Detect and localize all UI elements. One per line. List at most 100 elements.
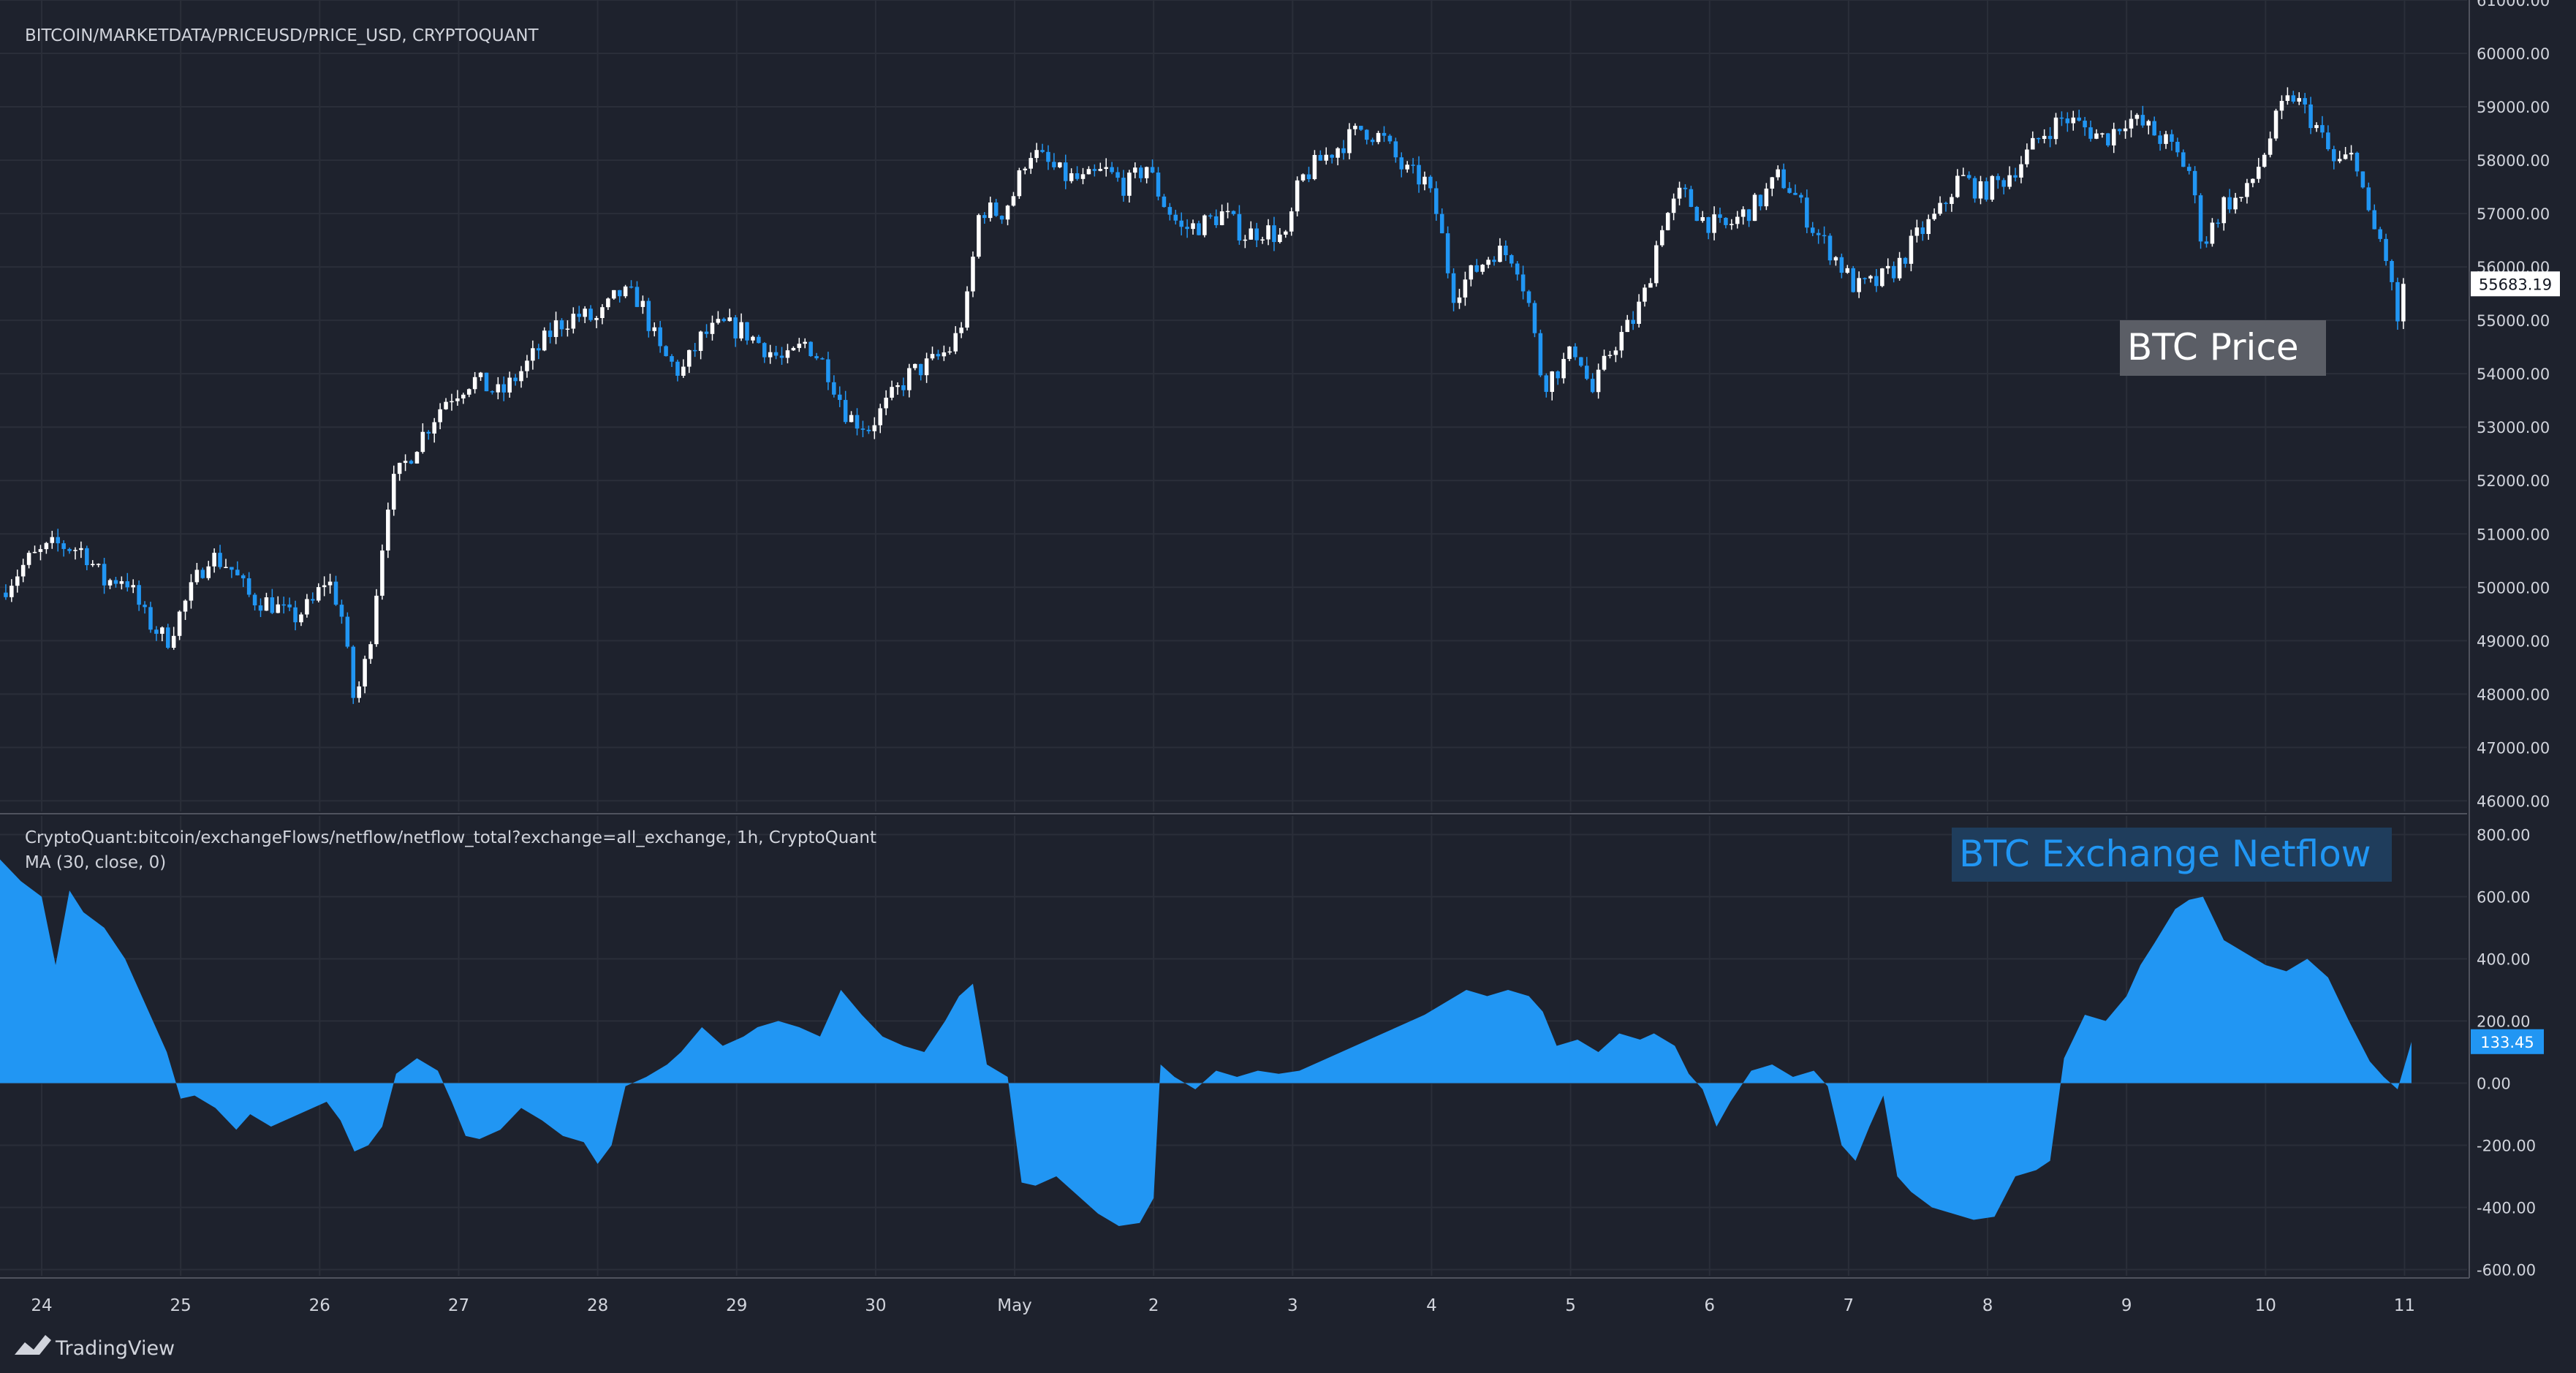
price-tick-label: 49000.00 [2477, 632, 2550, 650]
price-candle [1718, 208, 1722, 223]
price-candle-body [2268, 138, 2273, 155]
price-candle-body [386, 510, 390, 551]
price-candle-body [531, 348, 535, 361]
price-candle [200, 567, 205, 579]
price-candle-body [2152, 121, 2156, 136]
price-candle [947, 347, 952, 355]
price-candle [513, 374, 518, 386]
price-candle-body [1173, 214, 1178, 221]
price-candle [2025, 143, 2029, 167]
netflow-tick-label: -400.00 [2477, 1200, 2536, 1217]
price-candle-body [1897, 257, 1902, 279]
price-candle [1920, 221, 1925, 241]
price-candle [1249, 221, 1254, 240]
price-candle-body [1121, 178, 1126, 196]
price-tick-label: 61000.00 [2477, 0, 2550, 10]
btc-price-annotation[interactable]: BTC Price [2120, 320, 2326, 376]
price-candle [67, 548, 72, 554]
price-candle [1504, 240, 1508, 261]
price-candle [1938, 196, 1942, 216]
price-candle-body [79, 548, 83, 551]
price-candle-body [2013, 175, 2018, 178]
price-candle-body [1978, 181, 1983, 199]
btc-netflow-annotation[interactable]: BTC Exchange Netflow [1952, 828, 2392, 882]
price-candle [432, 417, 436, 443]
price-candle [1086, 166, 1091, 175]
price-candle [2140, 105, 2145, 128]
time-axis[interactable]: 24 25 26 27 28 29 30 May 2 3 4 5 6 7 8 9 10 11 [31, 1296, 2415, 1315]
price-candle [466, 388, 471, 398]
price-candle-body [1504, 246, 1508, 256]
price-candle-body [444, 401, 448, 409]
price-candle [2134, 113, 2140, 126]
price-candle-body [843, 400, 848, 423]
price-tick-label: 57000.00 [2477, 205, 2550, 223]
price-candle-body [1700, 217, 1705, 222]
price-candle-body [1295, 180, 1300, 212]
price-candle [2395, 277, 2400, 330]
price-candle-body [1938, 203, 1942, 214]
price-candle [1364, 129, 1369, 145]
price-candle-body [2117, 129, 2122, 132]
price-candle [386, 502, 390, 559]
price-candle-body [2106, 133, 2110, 145]
price-candle [1799, 192, 1803, 203]
price-candle [860, 420, 865, 437]
netflow-last-value-text: 133.45 [2480, 1034, 2534, 1051]
price-candle-body [1439, 213, 1444, 234]
price-candle-body [1596, 369, 1601, 393]
price-candle [1845, 265, 1850, 274]
price-candle-body [808, 341, 813, 357]
price-candle [403, 454, 408, 472]
price-candle [2146, 119, 2151, 135]
price-candle [32, 545, 37, 553]
price-candle-body [814, 356, 819, 359]
price-candle [2106, 132, 2110, 148]
price-candle [1851, 265, 1855, 293]
price-candle-body [866, 429, 871, 431]
price-candle-body [96, 564, 101, 565]
tradingview-logo[interactable]: TradingView [15, 1335, 175, 1360]
price-candle-body [1990, 175, 1995, 200]
price-candle [374, 589, 379, 647]
price-candle-body [1197, 223, 1201, 235]
price-candle [2088, 120, 2093, 142]
price-candle-body [397, 463, 402, 474]
btc-netflow-annotation-text: BTC Exchange Netflow [1959, 833, 2371, 875]
price-candle [2001, 178, 2006, 194]
price-candle [681, 359, 686, 378]
price-candle-body [646, 300, 651, 331]
price-candle-body [305, 599, 309, 615]
price-candle [1063, 154, 1068, 189]
price-candle [1445, 226, 1450, 279]
price-candle [912, 363, 917, 371]
price-candle-body [1659, 230, 1664, 246]
price-candle [559, 318, 564, 337]
price-candle [768, 344, 773, 364]
price-candle-body [1498, 246, 1502, 262]
price-candle-body [606, 298, 610, 308]
price-candle-body [1643, 287, 1647, 302]
price-candle [1520, 265, 1526, 300]
netflow-axis[interactable]: -600.00 -400.00 -200.00 0.00 200.00 400.00 600… [2477, 827, 2536, 1279]
price-candle [936, 349, 941, 360]
price-candle-body [1532, 303, 1537, 333]
price-candle [305, 594, 309, 618]
price-candle [1312, 150, 1317, 181]
price-candle-body [2251, 178, 2255, 184]
price-candle [1891, 261, 1896, 283]
price-candle [1133, 162, 1137, 178]
price-candle [38, 545, 43, 561]
price-candle-body [2111, 129, 2116, 145]
price-candle [1324, 147, 1329, 165]
price-candle [542, 327, 547, 352]
price-candle-body [1115, 172, 1120, 178]
price-candle-body [1243, 239, 1248, 241]
price-candle-body [2053, 117, 2058, 140]
price-candle-body [1810, 227, 1815, 233]
time-tick-label: 2 [1148, 1296, 1159, 1315]
price-candle-body [820, 358, 825, 360]
price-candle [785, 344, 790, 363]
price-axis[interactable]: 46000.00 47000.00 48000.00 49000.00 50000.00… [2477, 0, 2550, 810]
price-candle [1156, 167, 1161, 201]
